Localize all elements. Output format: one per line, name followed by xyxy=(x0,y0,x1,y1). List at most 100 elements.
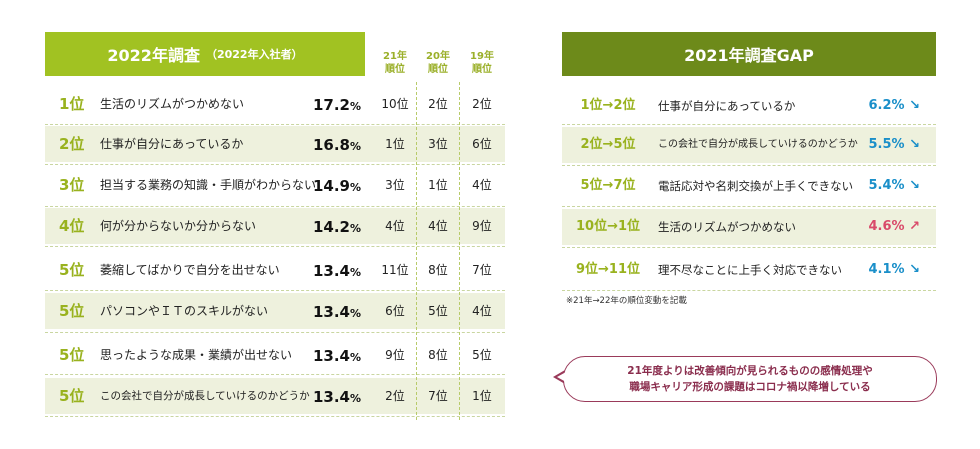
row-rank-19: 9位 xyxy=(472,219,492,233)
row-percent-unit: % xyxy=(349,181,361,194)
gap-value: 5.5% ↘ xyxy=(868,137,920,152)
row-rank: 3位 xyxy=(59,176,85,194)
gap-value: 6.2% ↘ xyxy=(868,98,920,113)
row-rank-20: 2位 xyxy=(428,97,448,111)
row-divider xyxy=(45,332,505,333)
row-rank: 4位 xyxy=(59,217,85,235)
row-rank-19: 6位 xyxy=(472,137,492,151)
row-rank-21: 6位 xyxy=(385,304,405,318)
gap-label: 理不尽なことに上手く対応できない xyxy=(658,263,842,277)
gap-rank-change: 2位→5位 xyxy=(580,137,636,152)
row-percent-value: 13.4 xyxy=(312,388,350,406)
row-label: この会社で自分が成長していけるのかどうか xyxy=(100,390,310,402)
row-divider xyxy=(45,164,505,165)
speech-bubble-tail-inner xyxy=(557,372,566,382)
row-rank-21: 11位 xyxy=(381,263,409,277)
row-rank-21: 10位 xyxy=(381,97,409,111)
gap-row: 1位→2位 仕事が自分にあっているか 6.2% ↘ xyxy=(562,88,936,124)
gap-value: 4.1% ↘ xyxy=(868,262,920,277)
row-percent-unit: % xyxy=(349,222,361,235)
row-percent: 16.8% xyxy=(313,126,361,166)
row-label: 萎縮してばかりで自分を出せない xyxy=(100,263,280,277)
right-panel-title: 2021年調査GAP xyxy=(684,46,814,65)
row-rank: 5位 xyxy=(59,387,85,405)
row-rank-20: 4位 xyxy=(428,219,448,233)
left-panel-header: 2022年調査 （2022年入社者） xyxy=(45,32,365,76)
row-label: パソコンやＩＴのスキルがない xyxy=(100,304,269,318)
row-rank-19: 5位 xyxy=(472,348,492,362)
row-label: 生活のリズムがつかめない xyxy=(100,97,245,111)
row-rank-19: 4位 xyxy=(472,178,492,192)
row-rank-19: 1位 xyxy=(472,389,492,403)
left-panel-subtitle: （2022年入社者） xyxy=(205,48,303,61)
row-percent-unit: % xyxy=(349,351,361,364)
ranking-row: 5位 この会社で自分が成長していけるのかどうか 13.4% 2位 7位 1位 xyxy=(45,378,505,414)
row-rank: 5位 xyxy=(59,302,85,320)
col-header-19-line2: 順位 xyxy=(472,64,492,75)
row-label: 思ったような成果・業績が出せない xyxy=(100,348,293,362)
row-rank-20: 7位 xyxy=(428,389,448,403)
gap-label: 生活のリズムがつかめない xyxy=(658,220,796,234)
row-rank-21: 2位 xyxy=(385,389,405,403)
row-percent: 17.2% xyxy=(313,86,361,126)
gap-value: 5.4% ↘ xyxy=(868,178,920,193)
row-divider xyxy=(45,290,505,291)
column-divider xyxy=(459,82,460,420)
ranking-row: 1位 生活のリズムがつかめない 17.2% 10位 2位 2位 xyxy=(45,86,505,122)
row-percent-value: 13.4 xyxy=(312,303,350,321)
row-rank-20: 1位 xyxy=(428,178,448,192)
right-panel-header: 2021年調査GAP xyxy=(562,32,936,76)
gap-row-divider xyxy=(562,206,936,207)
col-header-20-line1: 20年 xyxy=(426,51,450,62)
row-rank: 5位 xyxy=(59,346,85,364)
ranking-row: 2位 仕事が自分にあっているか 16.8% 1位 3位 6位 xyxy=(45,126,505,162)
row-percent: 13.4% xyxy=(313,252,361,292)
row-rank-19: 4位 xyxy=(472,304,492,318)
row-percent-unit: % xyxy=(349,266,361,279)
row-rank: 2位 xyxy=(59,135,85,153)
gap-label: 電話応対や名刺交換が上手くできない xyxy=(658,179,854,193)
gap-rank-change: 9位→11位 xyxy=(575,262,641,277)
ranking-row: 5位 パソコンやＩＴのスキルがない 13.4% 6位 5位 4位 xyxy=(45,293,505,329)
gap-rank-change: 10位→1位 xyxy=(575,219,641,234)
speech-bubble-line2: 職場キャリア形成の課題はコロナ禍以降増している xyxy=(629,381,871,393)
gap-rank-change: 5位→7位 xyxy=(580,178,636,193)
ranking-row: 4位 何が分からないか分からない 14.2% 4位 4位 9位 xyxy=(45,208,505,244)
row-rank-20: 5位 xyxy=(428,304,448,318)
gap-row-divider xyxy=(562,124,936,125)
row-rank-20: 3位 xyxy=(428,137,448,151)
gap-label: 仕事が自分にあっているか xyxy=(658,99,796,113)
row-percent-unit: % xyxy=(349,100,361,113)
col-header-21: 21年 順位 xyxy=(375,50,415,76)
speech-bubble: 21年度よりは改善傾向が見られるものの感情処理や 職場キャリア形成の課題はコロナ… xyxy=(563,356,937,402)
footnote: ※21年→22年の順位変動を記載 xyxy=(566,296,687,306)
ranking-row: 5位 思ったような成果・業績が出せない 13.4% 9位 8位 5位 xyxy=(45,337,505,373)
row-rank-21: 4位 xyxy=(385,219,405,233)
ranking-row: 3位 担当する業務の知識・手順がわからない 14.9% 3位 1位 4位 xyxy=(45,167,505,203)
row-rank-21: 9位 xyxy=(385,348,405,362)
row-rank-21: 1位 xyxy=(385,137,405,151)
gap-row: 10位→1位 生活のリズムがつかめない 4.6% ↗ xyxy=(562,209,936,245)
col-header-21-line2: 順位 xyxy=(385,64,405,75)
row-percent-value: 13.4 xyxy=(312,347,350,365)
row-rank-21: 3位 xyxy=(385,178,405,192)
row-label: 担当する業務の知識・手順がわからない xyxy=(100,178,317,192)
row-percent-value: 13.4 xyxy=(312,262,350,280)
gap-row: 2位→5位 この会社で自分が成長していけるのかどうか 5.5% ↘ xyxy=(562,127,936,163)
gap-row: 9位→11位 理不尽なことに上手く対応できない 4.1% ↘ xyxy=(562,252,936,288)
col-header-20-line2: 順位 xyxy=(428,64,448,75)
row-percent-unit: % xyxy=(349,307,361,320)
row-divider xyxy=(45,416,505,417)
row-rank-19: 7位 xyxy=(472,263,492,277)
row-divider xyxy=(45,374,505,375)
row-percent: 14.2% xyxy=(313,208,361,248)
col-header-19: 19年 順位 xyxy=(462,50,502,76)
row-percent-unit: % xyxy=(349,140,361,153)
row-percent: 13.4% xyxy=(313,378,361,418)
row-divider xyxy=(45,246,505,247)
row-divider xyxy=(45,124,505,125)
ranking-row: 5位 萎縮してばかりで自分を出せない 13.4% 11位 8位 7位 xyxy=(45,252,505,288)
row-label: 仕事が自分にあっているか xyxy=(100,137,244,151)
row-percent-value: 16.8 xyxy=(312,136,350,154)
row-rank-19: 2位 xyxy=(472,97,492,111)
